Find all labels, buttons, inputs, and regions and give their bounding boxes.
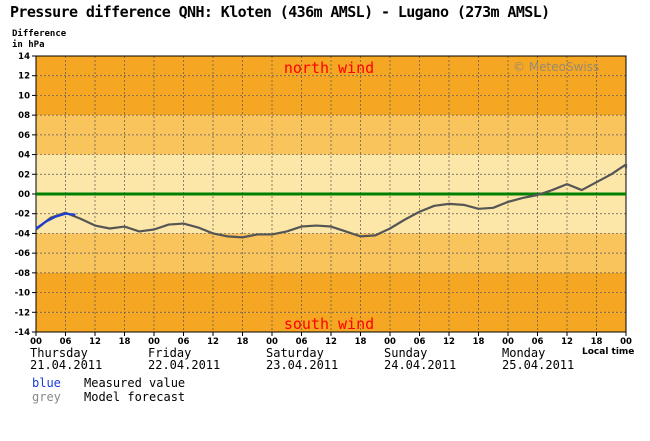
y-tick-labels: 14 12 10 08 06 04 02 00 -02 -04 -06 -08 -10 -12 -14 [15,52,30,338]
x-tick-label: 06 [60,337,72,347]
watermark: © MeteoSwiss [513,60,599,74]
day-name-label: Friday [148,346,191,360]
legend-text-forecast: Model forecast [84,390,186,404]
x-tick-label: 18 [119,337,131,347]
page-title: Pressure difference QNH: Kloten (436m AM… [10,3,550,21]
y-tick-label: -10 [15,289,30,299]
chart-series [35,163,628,239]
x-tick-label: 12 [325,337,337,347]
y-tick-label: -06 [15,249,30,259]
day-date-label: 21.04.2011 [30,358,102,372]
y-tick-label: -04 [15,229,30,239]
y-tick-label: -08 [15,269,30,279]
y-tick-label: -14 [15,328,30,338]
y-tick-label: 02 [18,170,30,180]
x-tick-label: 18 [591,337,603,347]
y-tick-label: -12 [15,308,30,318]
x-tick-label: 00 [266,337,278,347]
legend-key-measured: blue [32,376,61,390]
day-date-label: 24.04.2011 [384,358,456,372]
x-tick-label: 18 [473,337,485,347]
x-tick-label: 00 [30,337,42,347]
measured-series-line [35,212,76,230]
north-wind-label: north wind [284,59,374,77]
y-tick-label: 14 [18,52,30,62]
x-tick-labels: 00 06 12 18 00 06 12 18 00 06 12 18 00 06 12 18 00 06 12 18… [30,337,632,347]
day-date-label: 25.04.2011 [502,358,574,372]
y-axis-label-line1: Difference [12,29,67,39]
x-tick-label: 18 [355,337,367,347]
x-tick-label: 06 [414,337,426,347]
legend-text-measured: Measured value [84,376,186,390]
legend-item-measured: blue Measured value [32,376,185,390]
y-tick-label: 08 [18,111,30,121]
legend-key-forecast: grey [32,390,61,404]
y-tick-label: 00 [18,190,30,200]
local-time-label: Local time [582,347,634,357]
x-tick-label: 00 [620,337,632,347]
x-tick-label: 00 [148,337,160,347]
x-tick-label: 06 [296,337,308,347]
legend: blue Measured value grey Model forecast [32,376,185,404]
day-date-label: 22.04.2011 [148,358,220,372]
x-tick-label: 18 [237,337,249,347]
y-tick-label: -02 [15,210,30,220]
y-tick-label: 04 [18,151,30,161]
band [36,253,626,273]
x-tick-label: 06 [178,337,190,347]
day-name-label: Sunday [384,346,427,360]
x-tick-label: 12 [89,337,101,347]
x-tick-label: 06 [532,337,544,347]
day-name-label: Thursday [30,346,88,360]
day-name-label: Saturday [266,346,324,360]
x-tick-label: 12 [207,337,219,347]
south-wind-label: south wind [284,315,374,333]
y-axis-label: Difference in hPa [12,29,66,51]
day-name-label: Monday [502,346,545,360]
forecast-series-line [35,163,628,239]
x-tick-label: 00 [384,337,396,347]
x-tick-label: 12 [561,337,573,347]
x-tick-label: 00 [502,337,514,347]
y-tick-label: 12 [18,72,30,82]
y-tick-label: 06 [18,131,30,141]
legend-item-forecast: grey Model forecast [32,390,185,404]
y-axis-label-line2: in hPa [12,40,45,50]
x-tick-label: 12 [443,337,455,347]
day-date-label: 23.04.2011 [266,358,338,372]
y-tick-label: 10 [18,91,30,101]
